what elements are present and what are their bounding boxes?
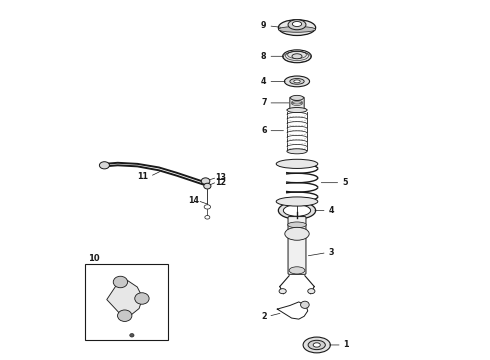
Text: 4: 4 xyxy=(329,206,334,215)
Polygon shape xyxy=(107,280,143,316)
Ellipse shape xyxy=(313,343,320,347)
Ellipse shape xyxy=(300,301,309,309)
Ellipse shape xyxy=(285,227,309,240)
Ellipse shape xyxy=(289,267,305,274)
Text: 9: 9 xyxy=(261,21,267,30)
Text: 10: 10 xyxy=(88,254,100,263)
Ellipse shape xyxy=(308,289,315,294)
Bar xyxy=(85,264,168,339)
Ellipse shape xyxy=(276,197,318,206)
Ellipse shape xyxy=(291,95,303,100)
Ellipse shape xyxy=(276,159,318,168)
Text: 3: 3 xyxy=(329,248,334,257)
Text: 7: 7 xyxy=(261,98,267,107)
FancyBboxPatch shape xyxy=(288,217,306,274)
Ellipse shape xyxy=(285,76,310,87)
Text: 6: 6 xyxy=(261,126,267,135)
FancyBboxPatch shape xyxy=(290,97,304,109)
Ellipse shape xyxy=(118,310,132,321)
Ellipse shape xyxy=(308,340,325,350)
Ellipse shape xyxy=(288,20,306,30)
Ellipse shape xyxy=(130,333,134,337)
Ellipse shape xyxy=(283,205,311,216)
Ellipse shape xyxy=(113,276,127,288)
Ellipse shape xyxy=(278,202,316,219)
Ellipse shape xyxy=(287,108,307,113)
Ellipse shape xyxy=(135,293,149,304)
Ellipse shape xyxy=(204,183,211,189)
Ellipse shape xyxy=(292,54,302,59)
Ellipse shape xyxy=(279,289,286,294)
Ellipse shape xyxy=(99,162,109,169)
Text: 14: 14 xyxy=(188,196,199,205)
Ellipse shape xyxy=(288,222,306,228)
Text: 2: 2 xyxy=(261,312,267,321)
Text: 13: 13 xyxy=(215,173,226,182)
Text: 12: 12 xyxy=(215,178,226,187)
Ellipse shape xyxy=(201,178,210,184)
Ellipse shape xyxy=(278,27,316,32)
Ellipse shape xyxy=(290,78,304,84)
Text: 4: 4 xyxy=(261,77,267,86)
Ellipse shape xyxy=(204,205,211,209)
Text: 1: 1 xyxy=(343,341,349,350)
Ellipse shape xyxy=(293,22,302,27)
Ellipse shape xyxy=(205,216,210,219)
Ellipse shape xyxy=(287,149,307,154)
Text: 8: 8 xyxy=(261,52,267,61)
Ellipse shape xyxy=(294,80,300,83)
Ellipse shape xyxy=(283,50,311,63)
Ellipse shape xyxy=(303,337,330,353)
Text: 5: 5 xyxy=(342,178,348,187)
Ellipse shape xyxy=(278,20,316,36)
Text: 11: 11 xyxy=(137,172,148,181)
